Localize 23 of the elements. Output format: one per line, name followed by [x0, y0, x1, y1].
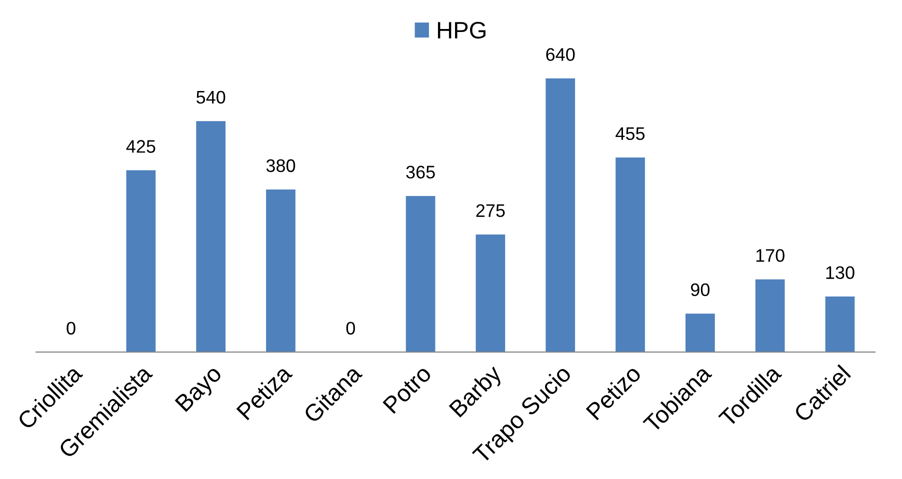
- data-label: 170: [756, 249, 784, 262]
- data-label: 640: [546, 48, 575, 61]
- data-label: 380: [266, 159, 296, 172]
- bar: [406, 196, 436, 352]
- data-label: 90: [690, 283, 710, 296]
- data-label: 540: [196, 90, 226, 104]
- bar: [196, 121, 226, 352]
- bar: [266, 190, 296, 352]
- bar: [685, 314, 715, 352]
- data-label: 425: [126, 140, 156, 153]
- data-label: 0: [346, 322, 355, 335]
- legend-label: HPG: [438, 22, 486, 39]
- bar: [616, 157, 645, 352]
- data-label: 365: [406, 166, 435, 179]
- bar: [476, 234, 506, 352]
- bar: [825, 296, 855, 352]
- data-label: 455: [616, 127, 645, 140]
- bar: [546, 78, 576, 352]
- bar: [755, 279, 785, 352]
- data-label: 0: [66, 322, 76, 335]
- data-label: 275: [476, 204, 505, 217]
- data-label: 130: [826, 266, 854, 280]
- bar: [126, 170, 156, 352]
